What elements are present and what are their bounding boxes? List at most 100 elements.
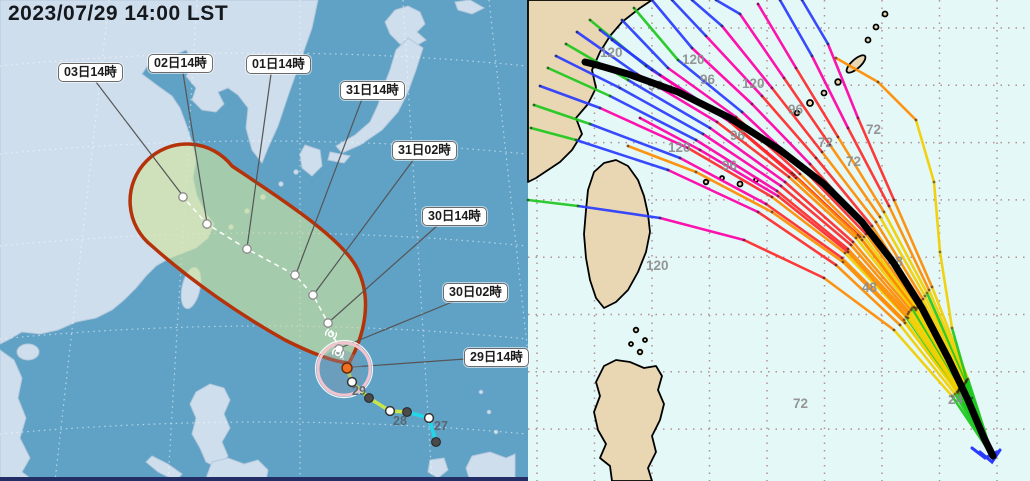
member-position-dot <box>770 195 774 199</box>
ensemble-member-track <box>529 126 995 459</box>
land-kuril <box>454 0 486 15</box>
member-position-dot <box>678 156 682 160</box>
member-position-dot <box>858 235 862 239</box>
forecast-hour-label: 72 <box>866 122 881 137</box>
member-position-dot <box>854 236 858 240</box>
member-position-dot <box>794 176 798 180</box>
member-position-dot <box>851 240 855 244</box>
member-position-dot <box>704 34 708 38</box>
right-landmasses <box>527 0 889 481</box>
member-position-dot <box>738 12 742 16</box>
member-position-dot <box>953 392 957 396</box>
left-forecast-layers: 29 28 27 <box>95 72 466 447</box>
member-position-dot <box>794 66 798 70</box>
forecast-hour-label: 120 <box>668 140 691 155</box>
forecast-hour-label: 96 <box>722 158 738 173</box>
member-position-dot <box>626 144 630 148</box>
member-position-dot <box>770 210 774 214</box>
member-position-dot <box>714 0 718 2</box>
member-position-dot <box>856 233 860 237</box>
forecast-hour-label: 72 <box>818 135 833 150</box>
forecast-label-31d14h: 31日14時 <box>340 81 405 100</box>
member-position-dot <box>608 94 612 98</box>
member-position-dot <box>970 396 974 400</box>
label-leader-line <box>95 81 184 197</box>
land-ryukyu-r6 <box>806 99 814 107</box>
label-leader-line <box>339 299 458 349</box>
forecast-label-29d14h: 29日14時 <box>464 348 529 367</box>
land-honshu <box>335 37 424 154</box>
land-ryukyu-r4 <box>834 78 842 86</box>
member-position-dot <box>860 238 864 242</box>
member-position-dot <box>756 2 760 6</box>
member-position-dot <box>658 73 662 77</box>
cyclone-swirl-icon <box>324 328 338 340</box>
member-position-dot <box>779 184 783 188</box>
member-position-dot <box>750 102 754 106</box>
member-position-dot <box>638 116 642 120</box>
member-position-dot <box>800 0 804 2</box>
forecast-position-dot <box>178 192 188 202</box>
land-hainan <box>16 343 40 361</box>
member-position-dot <box>720 24 724 28</box>
land-babuyan <box>636 348 644 356</box>
member-position-dot <box>856 116 860 120</box>
forecast-hour-label: 24 <box>948 392 964 407</box>
land-sakishima-3 <box>736 180 744 188</box>
member-position-dot <box>676 58 680 62</box>
member-position-dot <box>790 171 794 175</box>
past-day-label: 28 <box>393 414 407 428</box>
member-position-dot <box>760 94 764 98</box>
label-leader-line <box>246 73 272 249</box>
member-position-dot <box>870 224 874 228</box>
member-position-dot <box>618 86 622 90</box>
member-position-dot <box>554 54 558 58</box>
member-position-dot <box>620 18 624 22</box>
member-position-dot <box>698 148 702 152</box>
land-ryukyu-r5 <box>820 89 828 97</box>
member-position-dot <box>610 38 614 42</box>
forecast-hour-label: 120 <box>682 52 705 67</box>
member-position-dot <box>690 46 694 50</box>
land-luzon <box>189 383 231 469</box>
member-position-dot <box>846 250 850 254</box>
member-position-dot <box>846 247 850 251</box>
member-position-dot <box>906 316 910 320</box>
member-position-dot <box>892 198 896 202</box>
member-position-dot <box>932 180 936 184</box>
member-position-dot <box>574 138 578 142</box>
member-position-dot <box>907 310 911 314</box>
member-position-dot <box>862 235 866 239</box>
label-leader-line <box>328 224 439 323</box>
member-position-dot <box>846 126 850 130</box>
label-leader-line <box>182 72 208 224</box>
member-position-dot <box>775 189 779 193</box>
land-shikoku <box>327 151 351 164</box>
member-position-dot <box>814 156 818 160</box>
land-luzon-right <box>593 359 665 481</box>
land-palawan <box>145 455 183 481</box>
start-blue-segment <box>978 448 1002 465</box>
land-batanes-2 <box>642 337 648 343</box>
wind-radius-ring-outer <box>314 339 374 399</box>
past-dot-open <box>346 376 358 388</box>
forecast-hour-label: 120 <box>742 76 765 91</box>
forecast-hour-label: 72 <box>793 396 808 411</box>
current-position-dot <box>341 362 353 374</box>
member-position-dot <box>882 210 886 214</box>
ensemble-member-track <box>564 42 995 459</box>
forecast-hour-label: 48 <box>862 280 878 295</box>
forecast-hour-label: 72 <box>846 154 861 169</box>
land-mariana-1 <box>478 389 484 395</box>
member-position-dot <box>810 54 814 58</box>
forecast-hour-label: 120 <box>646 258 669 273</box>
member-position-dot <box>849 243 853 247</box>
member-position-dot <box>666 168 670 172</box>
land-hokkaido <box>384 5 427 48</box>
member-position-dot <box>902 318 906 322</box>
land-morotai <box>465 451 516 481</box>
land-sakishima-1 <box>702 178 710 186</box>
forecast-label-02d14h: 02日14時 <box>148 54 213 73</box>
member-position-dot <box>588 18 592 22</box>
ensemble-member-track <box>526 198 995 459</box>
